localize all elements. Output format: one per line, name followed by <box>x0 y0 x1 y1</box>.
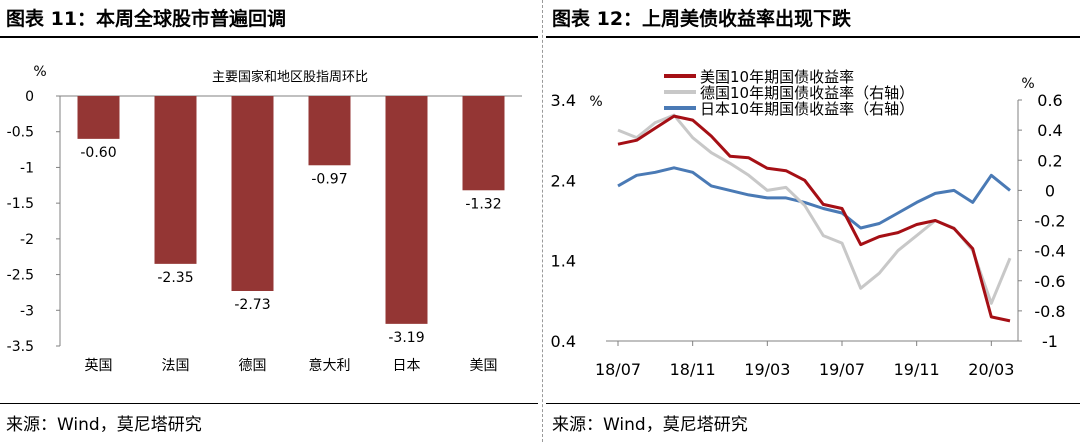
bar-value-label: -0.60 <box>80 145 116 161</box>
y-tick-label: 0 <box>25 89 34 105</box>
line-chart: 18/07 18/11 19/03 19/07 19/11 20/03 3.4 2.4 1.4 0… <box>551 68 1066 379</box>
right-y-tick-label: 0.6 <box>1037 91 1062 110</box>
y-axis-unit: % <box>33 64 46 80</box>
right-y-tick-label: -0.2 <box>1034 212 1065 231</box>
bar <box>77 96 120 139</box>
x-category-label: 法国 <box>162 358 190 374</box>
right-y-tick-label: -0.6 <box>1034 272 1065 291</box>
legend-label: 美国10年期国债收益率 <box>700 68 854 86</box>
right-chart-panel: 图表 12：上周美债收益率出现下跌 18/07 18/11 19/03 19/07 19… <box>546 0 1080 442</box>
x-category-label: 意大利 <box>309 357 351 374</box>
chart-subtitle: 主要国家和地区股指周环比 <box>212 69 368 85</box>
title-rule <box>0 36 538 38</box>
bar <box>462 96 505 191</box>
x-tick-label: 19/11 <box>894 360 940 379</box>
chart-title: 图表 12：上周美债收益率出现下跌 <box>552 8 852 30</box>
bar <box>154 96 197 264</box>
x-category-label: 日本 <box>393 358 421 374</box>
y-tick-label: -1 <box>20 160 34 176</box>
bar-chart: % 主要国家和地区股指周环比 0 -0.5 -1 -1.5 -2 -2.5 -3 -3.5 -0.6… <box>7 64 522 374</box>
left-axis-unit: % <box>589 94 602 110</box>
chart-title: 图表 11：本周全球股市普遍回调 <box>6 8 287 30</box>
bar-value-label: -2.35 <box>157 270 193 286</box>
x-category-label: 美国 <box>470 358 498 374</box>
right-y-tick-label: -0.4 <box>1034 242 1065 261</box>
left-chart-panel: 图表 11：本周全球股市普遍回调 % 主要国家和地区股指周环比 0 -0.5 -1 -1.… <box>0 0 538 442</box>
source-rule <box>546 403 1080 404</box>
bar <box>231 96 274 291</box>
bar-value-label: -0.97 <box>311 171 347 187</box>
y-tick-label: -3 <box>20 303 34 319</box>
x-tick-label: 19/07 <box>819 360 865 379</box>
x-tick-label: 19/03 <box>744 360 790 379</box>
left-y-tick-label: 1.4 <box>551 252 576 271</box>
right-axis-unit: % <box>1021 76 1034 92</box>
source-rule <box>0 403 538 404</box>
series-line <box>617 166 1011 230</box>
right-y-tick-label: 0.4 <box>1037 121 1062 140</box>
bar <box>385 96 428 324</box>
panel-divider <box>542 0 543 442</box>
y-tick-label: -0.5 <box>7 125 34 141</box>
series-line <box>617 114 1011 323</box>
series-line <box>617 113 1012 305</box>
legend-label: 日本10年期国债收益率（右轴） <box>700 100 914 118</box>
y-tick-label: -2 <box>20 232 34 248</box>
bar <box>308 96 351 166</box>
x-category-label: 德国 <box>239 358 267 374</box>
left-y-tick-label: 3.4 <box>551 91 576 110</box>
title-rule <box>546 36 1080 38</box>
right-y-tick-label: 0.2 <box>1037 151 1062 170</box>
bar-value-label: -2.73 <box>234 297 270 313</box>
right-y-tick-label: -1 <box>1042 332 1058 351</box>
left-y-tick-label: 0.4 <box>551 332 576 351</box>
bar-value-label: -3.19 <box>388 330 424 346</box>
source-note: 来源：Wind，莫尼塔研究 <box>6 415 202 435</box>
right-y-tick-label: -0.8 <box>1034 302 1065 321</box>
x-category-label: 英国 <box>85 357 113 374</box>
source-note: 来源：Wind，莫尼塔研究 <box>552 415 748 435</box>
y-tick-label: -1.5 <box>7 196 34 212</box>
x-tick-label: 18/11 <box>670 360 716 379</box>
right-y-tick-label: 0 <box>1045 181 1055 200</box>
y-tick-label: -3.5 <box>7 339 34 355</box>
x-tick-label: 18/07 <box>595 360 641 379</box>
left-y-tick-label: 2.4 <box>551 171 576 190</box>
bar-value-label: -1.32 <box>465 196 501 212</box>
x-tick-label: 20/03 <box>968 360 1014 379</box>
y-tick-label: -2.5 <box>7 268 34 284</box>
legend-label: 德国10年期国债收益率（右轴） <box>700 84 914 102</box>
